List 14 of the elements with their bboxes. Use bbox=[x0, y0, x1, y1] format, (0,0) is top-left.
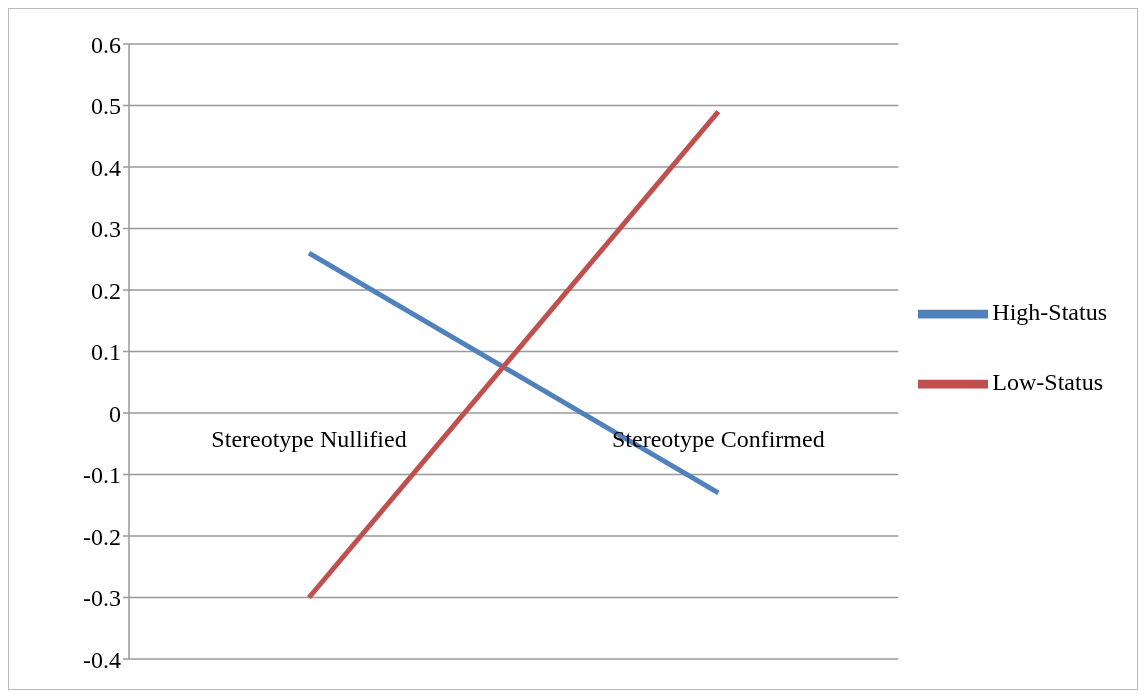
y-tick-label: 0.6 bbox=[91, 31, 121, 58]
y-tick-label: 0 bbox=[109, 400, 121, 427]
y-tick-label: -0.3 bbox=[83, 585, 121, 612]
legend-label: Low-Status bbox=[992, 368, 1103, 395]
y-tick-label: 0.1 bbox=[91, 339, 121, 366]
y-tick-label: -0.4 bbox=[83, 646, 121, 673]
x-tick-label: Stereotype Nullified bbox=[211, 426, 407, 452]
y-tick-label: -0.1 bbox=[83, 462, 121, 489]
y-tick-label: 0.2 bbox=[91, 277, 121, 304]
y-tick-label: 0.3 bbox=[91, 216, 121, 243]
y-tick-label: 0.5 bbox=[91, 93, 121, 120]
y-tick-label: 0.4 bbox=[91, 154, 121, 181]
legend-label: High-Status bbox=[992, 298, 1107, 325]
y-tick-label: -0.2 bbox=[83, 523, 121, 550]
